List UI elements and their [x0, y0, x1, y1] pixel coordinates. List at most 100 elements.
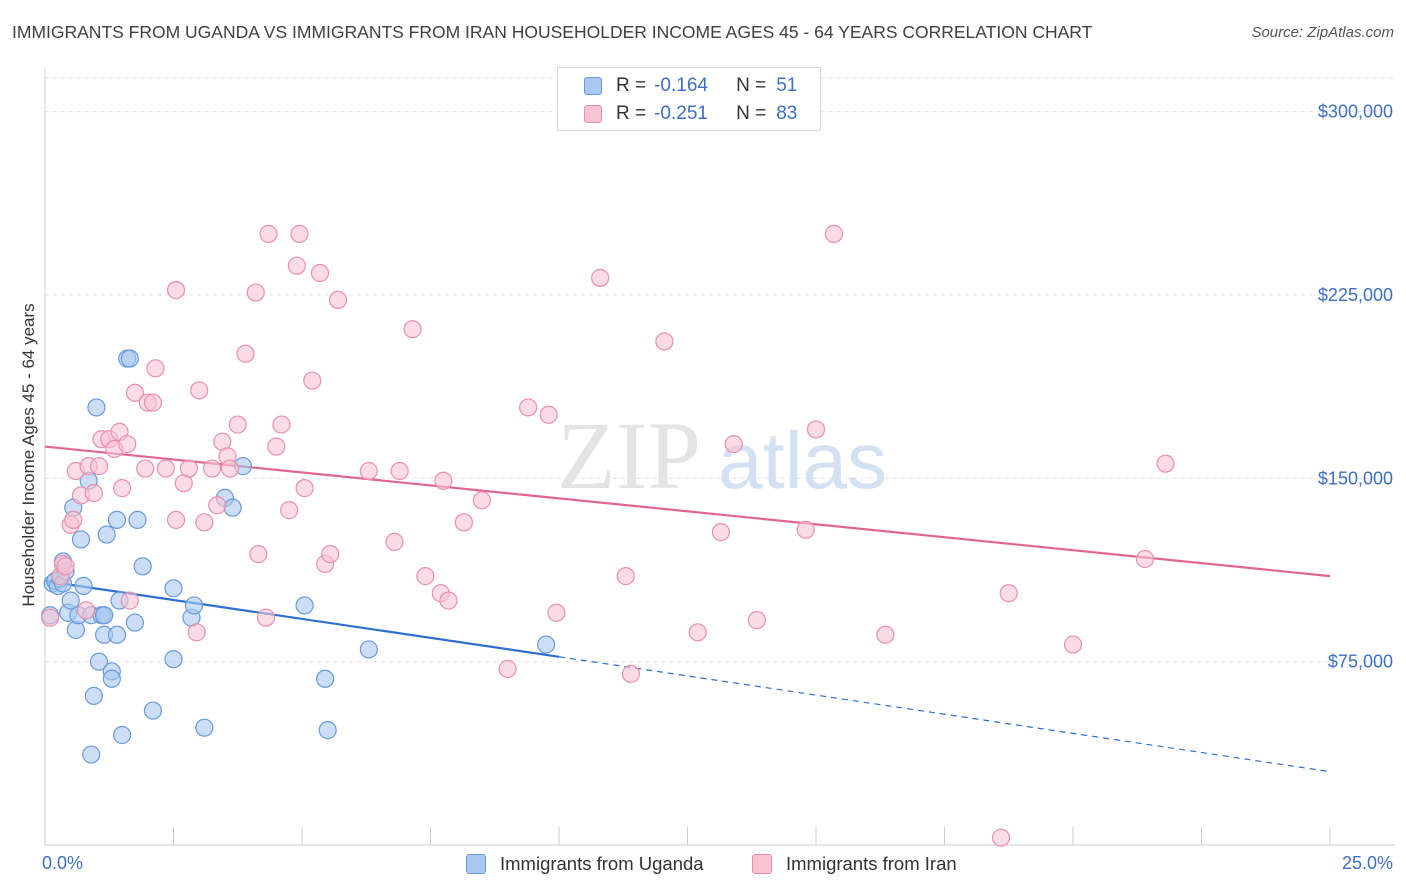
iran-point — [711, 523, 731, 542]
uganda-point — [223, 498, 242, 517]
uganda-swatch — [584, 77, 602, 95]
iran-point — [179, 459, 199, 478]
iran-trend-line — [44, 445, 1331, 578]
iran-point — [166, 281, 186, 300]
iran-point — [434, 471, 453, 490]
uganda-point — [128, 510, 147, 529]
iran-point — [385, 532, 404, 551]
uganda-point — [89, 652, 109, 671]
watermark-atlas: atlas — [718, 416, 887, 505]
iran-point — [295, 479, 314, 498]
iran-point — [118, 435, 137, 454]
legend-row-uganda: R = -0.164 N = 51 — [584, 73, 797, 99]
iran-point — [166, 510, 186, 529]
iran-point — [991, 828, 1011, 847]
legend-uganda-n: 51 — [776, 75, 798, 96]
uganda-point — [164, 650, 183, 669]
iran-point — [125, 383, 145, 402]
iran-point — [824, 224, 844, 243]
iran-point — [290, 224, 309, 243]
legend-n-label: N = — [736, 75, 767, 96]
iran-point — [403, 320, 422, 339]
iran-point — [112, 479, 132, 498]
uganda-point — [107, 510, 127, 529]
uganda-point — [133, 557, 152, 576]
iran-point — [267, 437, 286, 456]
uganda-point — [97, 525, 116, 544]
y-tick-label: $75,000 — [1328, 652, 1393, 672]
uganda-point — [87, 398, 106, 417]
iran-point — [359, 461, 378, 481]
uganda-point — [143, 701, 163, 720]
iran-point — [498, 659, 517, 679]
uganda-point — [102, 669, 121, 688]
iran-point — [747, 611, 766, 630]
y-tick-labels: $75,000 $150,000 $225,000 $300,000 — [1318, 102, 1393, 672]
iran-point — [796, 520, 815, 539]
uganda-point — [82, 745, 101, 764]
uganda-point — [84, 686, 103, 705]
iran-swatch — [584, 105, 602, 123]
iran-point — [56, 557, 75, 576]
uganda-point — [71, 530, 91, 549]
uganda-point — [112, 725, 132, 745]
y-tick-label: $225,000 — [1318, 285, 1393, 305]
watermark: ZIP atlas — [557, 402, 887, 509]
uganda-legend-swatch — [466, 854, 486, 874]
uganda-point — [359, 640, 378, 659]
legend-r-label: R = — [616, 103, 647, 124]
uganda-point — [164, 579, 183, 598]
iran-point — [472, 491, 491, 510]
iran-point — [621, 664, 641, 683]
iran-point — [591, 268, 610, 287]
uganda-legend-label: Immigrants from Uganda — [500, 853, 704, 874]
iran-point — [1063, 635, 1083, 654]
iran-point — [287, 256, 306, 275]
iran-point — [220, 459, 240, 478]
iran-point — [655, 332, 674, 351]
iran-point — [190, 381, 209, 400]
iran-point — [999, 584, 1018, 603]
iran-point — [146, 359, 165, 378]
axes — [44, 68, 1395, 846]
iran-point — [321, 545, 340, 564]
uganda-point — [295, 596, 314, 615]
uganda-point — [184, 596, 204, 615]
iran-point — [120, 591, 139, 610]
uganda-point — [61, 591, 80, 610]
uganda-point — [120, 349, 139, 368]
legend-r-label: R = — [616, 75, 647, 96]
iran-point — [310, 263, 330, 283]
iran-legend-swatch — [752, 854, 772, 874]
iran-point — [202, 459, 222, 478]
iran-point — [256, 608, 276, 627]
iran-point — [1135, 549, 1155, 569]
chart-title: IMMIGRANTS FROM UGANDA VS IMMIGRANTS FRO… — [12, 22, 1093, 42]
iran-point — [89, 457, 109, 476]
iran-point — [616, 567, 635, 586]
iran-point — [208, 496, 227, 515]
iran-point — [77, 601, 96, 620]
iran-point — [136, 459, 155, 478]
uganda-point — [537, 635, 556, 654]
iran-point — [724, 435, 743, 454]
gridlines — [45, 77, 1395, 663]
source-label: Source: ZipAtlas.com — [1251, 24, 1394, 41]
iran-point — [143, 393, 163, 412]
iran-point — [64, 510, 83, 529]
iran-point — [41, 608, 60, 627]
legend-iran-n: 83 — [776, 103, 798, 124]
uganda-point — [74, 576, 93, 595]
legend-n-label: N = — [736, 103, 767, 124]
y-axis-title: Householder Income Ages 45 - 64 years — [19, 303, 38, 606]
iran-point — [303, 371, 322, 390]
iran-point — [539, 405, 558, 424]
uganda-point — [318, 721, 337, 740]
iran-point — [236, 344, 255, 363]
uganda-point — [316, 669, 335, 688]
uganda-point — [107, 625, 127, 644]
y-tick-label: $300,000 — [1318, 102, 1393, 122]
iran-point — [1156, 454, 1175, 473]
x-tick-label: 0.0% — [42, 853, 83, 873]
